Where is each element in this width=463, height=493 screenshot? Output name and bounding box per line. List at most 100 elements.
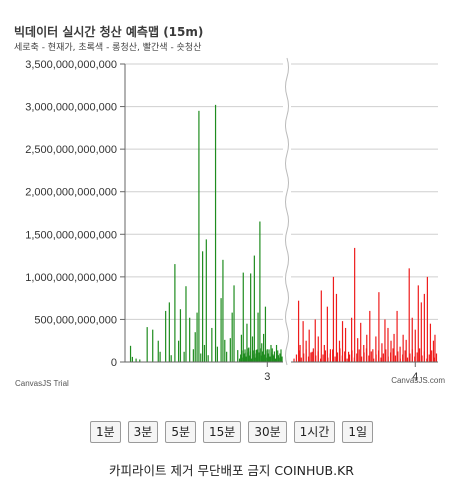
long-liquidation-bar xyxy=(267,353,269,362)
short-liquidation-bar xyxy=(369,310,371,362)
short-liquidation-bar xyxy=(347,351,350,362)
short-liquidation-bar xyxy=(381,343,383,362)
long-liquidation-bar xyxy=(269,356,271,362)
short-liquidation-bar xyxy=(399,358,401,362)
y-tick-label: 1,000,000,000,000 xyxy=(25,272,117,284)
short-liquidation-bar xyxy=(297,300,300,362)
short-liquidation-bar xyxy=(373,358,375,362)
long-liquidation-bar xyxy=(233,285,235,362)
long-liquidation-bar xyxy=(159,351,161,362)
long-liquidation-bar xyxy=(246,323,248,362)
long-liquidation-bar xyxy=(242,357,244,362)
long-liquidation-bar xyxy=(226,351,228,362)
short-liquidation-bar xyxy=(377,350,380,362)
short-liquidation-bar xyxy=(344,327,347,362)
long-liquidation-bar xyxy=(280,349,282,362)
long-liquidation-bar xyxy=(238,358,241,362)
y-axis-tick-labels: 0 500,000,000,000 1,000,000,000,000 1,500,0… xyxy=(25,59,117,369)
chart-title: 빅데이터 실시간 청산 예측맵 (15m) xyxy=(14,25,204,39)
long-liquidation-bar xyxy=(266,357,268,362)
long-liquidation-bar xyxy=(250,358,253,362)
long-liquidation-bar xyxy=(139,359,141,362)
short-liquidation-bar xyxy=(351,350,353,362)
short-liquidation-bar xyxy=(366,334,368,362)
short-liquidation-bar xyxy=(394,355,397,362)
bars xyxy=(129,104,438,363)
short-liquidation-bar xyxy=(429,323,432,362)
interval-button-30m[interactable]: 30분 xyxy=(248,421,287,443)
long-liquidation-bar xyxy=(253,255,255,362)
short-liquidation-bar xyxy=(326,306,328,362)
long-liquidation-bar xyxy=(131,356,133,362)
interval-button-3m[interactable]: 3분 xyxy=(127,421,159,443)
short-liquidation-bar xyxy=(397,351,399,362)
interval-button-5m[interactable]: 5분 xyxy=(165,421,197,443)
long-liquidation-bar xyxy=(273,351,276,362)
long-liquidation-bar xyxy=(207,355,209,362)
short-liquidation-bar xyxy=(423,351,426,362)
long-liquidation-bar xyxy=(259,348,261,362)
interval-button-1d[interactable]: 1일 xyxy=(342,421,374,443)
long-liquidation-bar xyxy=(185,286,187,362)
short-liquidation-bar xyxy=(344,351,346,362)
short-liquidation-bar xyxy=(393,333,395,362)
short-liquidation-bar xyxy=(307,356,310,362)
x-tick-label: 3 xyxy=(264,371,270,383)
long-liquidation-bar xyxy=(203,344,206,362)
interval-button-15m[interactable]: 15분 xyxy=(203,421,242,443)
short-liquidation-bar xyxy=(353,357,355,362)
long-liquidation-bar xyxy=(250,273,252,362)
short-liquidation-bar xyxy=(387,327,389,362)
long-liquidation-bar xyxy=(220,298,222,362)
axis-break xyxy=(283,57,291,366)
long-liquidation-bar xyxy=(177,340,180,362)
short-liquidation-bar xyxy=(351,317,353,362)
short-liquidation-bar xyxy=(329,353,331,362)
short-liquidation-bar xyxy=(433,357,435,362)
short-liquidation-bar xyxy=(405,339,407,362)
long-liquidation-bar xyxy=(272,355,274,362)
short-liquidation-bar xyxy=(358,349,360,362)
long-liquidation-bar xyxy=(251,336,254,362)
short-liquidation-bar xyxy=(423,293,425,362)
short-liquidation-bar xyxy=(360,322,362,362)
short-liquidation-bar xyxy=(357,338,359,362)
credit-right[interactable]: CanvasJS.com xyxy=(391,376,445,385)
long-liquidation-bar xyxy=(281,356,283,362)
long-liquidation-bar xyxy=(270,352,272,362)
short-liquidation-bar xyxy=(404,350,406,362)
short-liquidation-bar xyxy=(432,340,435,362)
long-liquidation-bar xyxy=(240,354,242,362)
long-liquidation-bar xyxy=(245,356,247,362)
short-liquidation-bar xyxy=(418,348,421,362)
y-tick-label: 500,000,000,000 xyxy=(34,314,117,326)
long-liquidation-bar xyxy=(242,272,244,362)
short-liquidation-bar xyxy=(308,329,310,362)
long-liquidation-bar xyxy=(279,353,281,362)
long-liquidation-bar xyxy=(194,332,196,362)
y-tick-label: 0 xyxy=(111,357,117,369)
long-liquidation-bar xyxy=(211,327,213,362)
short-liquidation-bar xyxy=(310,352,312,362)
short-liquidation-bar xyxy=(414,356,416,362)
long-liquidation-bar xyxy=(183,351,185,362)
short-liquidation-bar xyxy=(375,354,377,362)
short-liquidation-bar xyxy=(378,292,380,362)
short-liquidation-bar xyxy=(317,336,319,362)
short-liquidation-bar xyxy=(387,356,389,362)
short-liquidation-bar xyxy=(368,355,370,362)
y-tick-label: 3,000,000,000,000 xyxy=(25,102,117,114)
long-liquidation-bar xyxy=(174,264,176,362)
short-liquidation-bar xyxy=(354,247,356,362)
long-liquidation-bar xyxy=(222,259,224,362)
long-liquidation-bar xyxy=(277,350,279,362)
interval-button-1h[interactable]: 1시간 xyxy=(293,421,336,443)
y-tick-label: 2,500,000,000,000 xyxy=(25,144,117,156)
interval-button-1m[interactable]: 1분 xyxy=(89,421,121,443)
long-liquidation-bar xyxy=(254,357,256,362)
short-liquidation-bar xyxy=(336,352,339,362)
long-liquidation-bar xyxy=(224,339,226,362)
short-liquidation-bar xyxy=(302,321,304,362)
long-liquidation-bar xyxy=(152,329,154,362)
